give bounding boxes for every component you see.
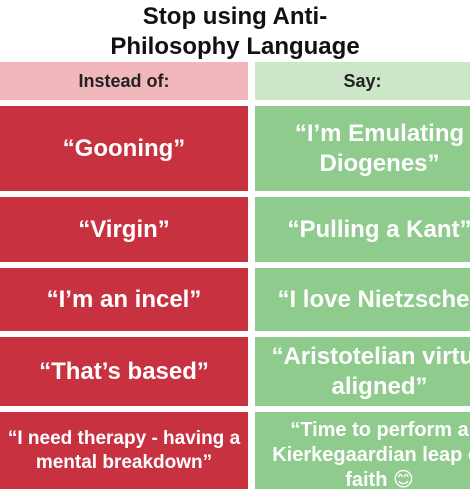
cell: “Virgin” — [0, 197, 248, 262]
cell-text: “Time to perform a Kierkegaardian leap o… — [272, 419, 470, 489]
cell-text: “That’s based” — [39, 357, 209, 385]
cell: “Aristotelian virtue aligned” — [255, 337, 470, 406]
cell: “Time to perform a Kierkegaardian leap o… — [255, 412, 470, 489]
cell-text: “Virgin” — [78, 215, 170, 243]
cell: “I need therapy - having a mental breakd… — [0, 412, 248, 489]
cell: “I’m Emulating Diogenes” — [255, 106, 470, 191]
header-cell: Say: — [255, 62, 470, 100]
cell: “That’s based” — [0, 337, 248, 406]
cell-text: “I love Nietzsche” — [277, 285, 470, 313]
cell-text: “Aristotelian virtue aligned” — [271, 342, 470, 400]
header-cell: Instead of: — [0, 62, 248, 100]
cell-text: “Gooning” — [62, 134, 186, 162]
header-text: Say: — [343, 71, 382, 91]
cell: “Pulling a Kant” — [255, 197, 470, 262]
cell-text: “I’m Emulating Diogenes” — [294, 119, 465, 177]
cell: “Gooning” — [0, 106, 248, 191]
header-text: Instead of: — [78, 71, 170, 91]
cell-text: “I’m an incel” — [46, 285, 202, 313]
cell-text: “Pulling a Kant” — [287, 215, 470, 243]
title: Stop using Anti-Philosophy Language — [110, 3, 360, 60]
cell-text: “I need therapy - having a mental breakd… — [7, 427, 241, 473]
cell: “I’m an incel” — [0, 268, 248, 331]
cell: “I love Nietzsche” — [255, 268, 470, 331]
